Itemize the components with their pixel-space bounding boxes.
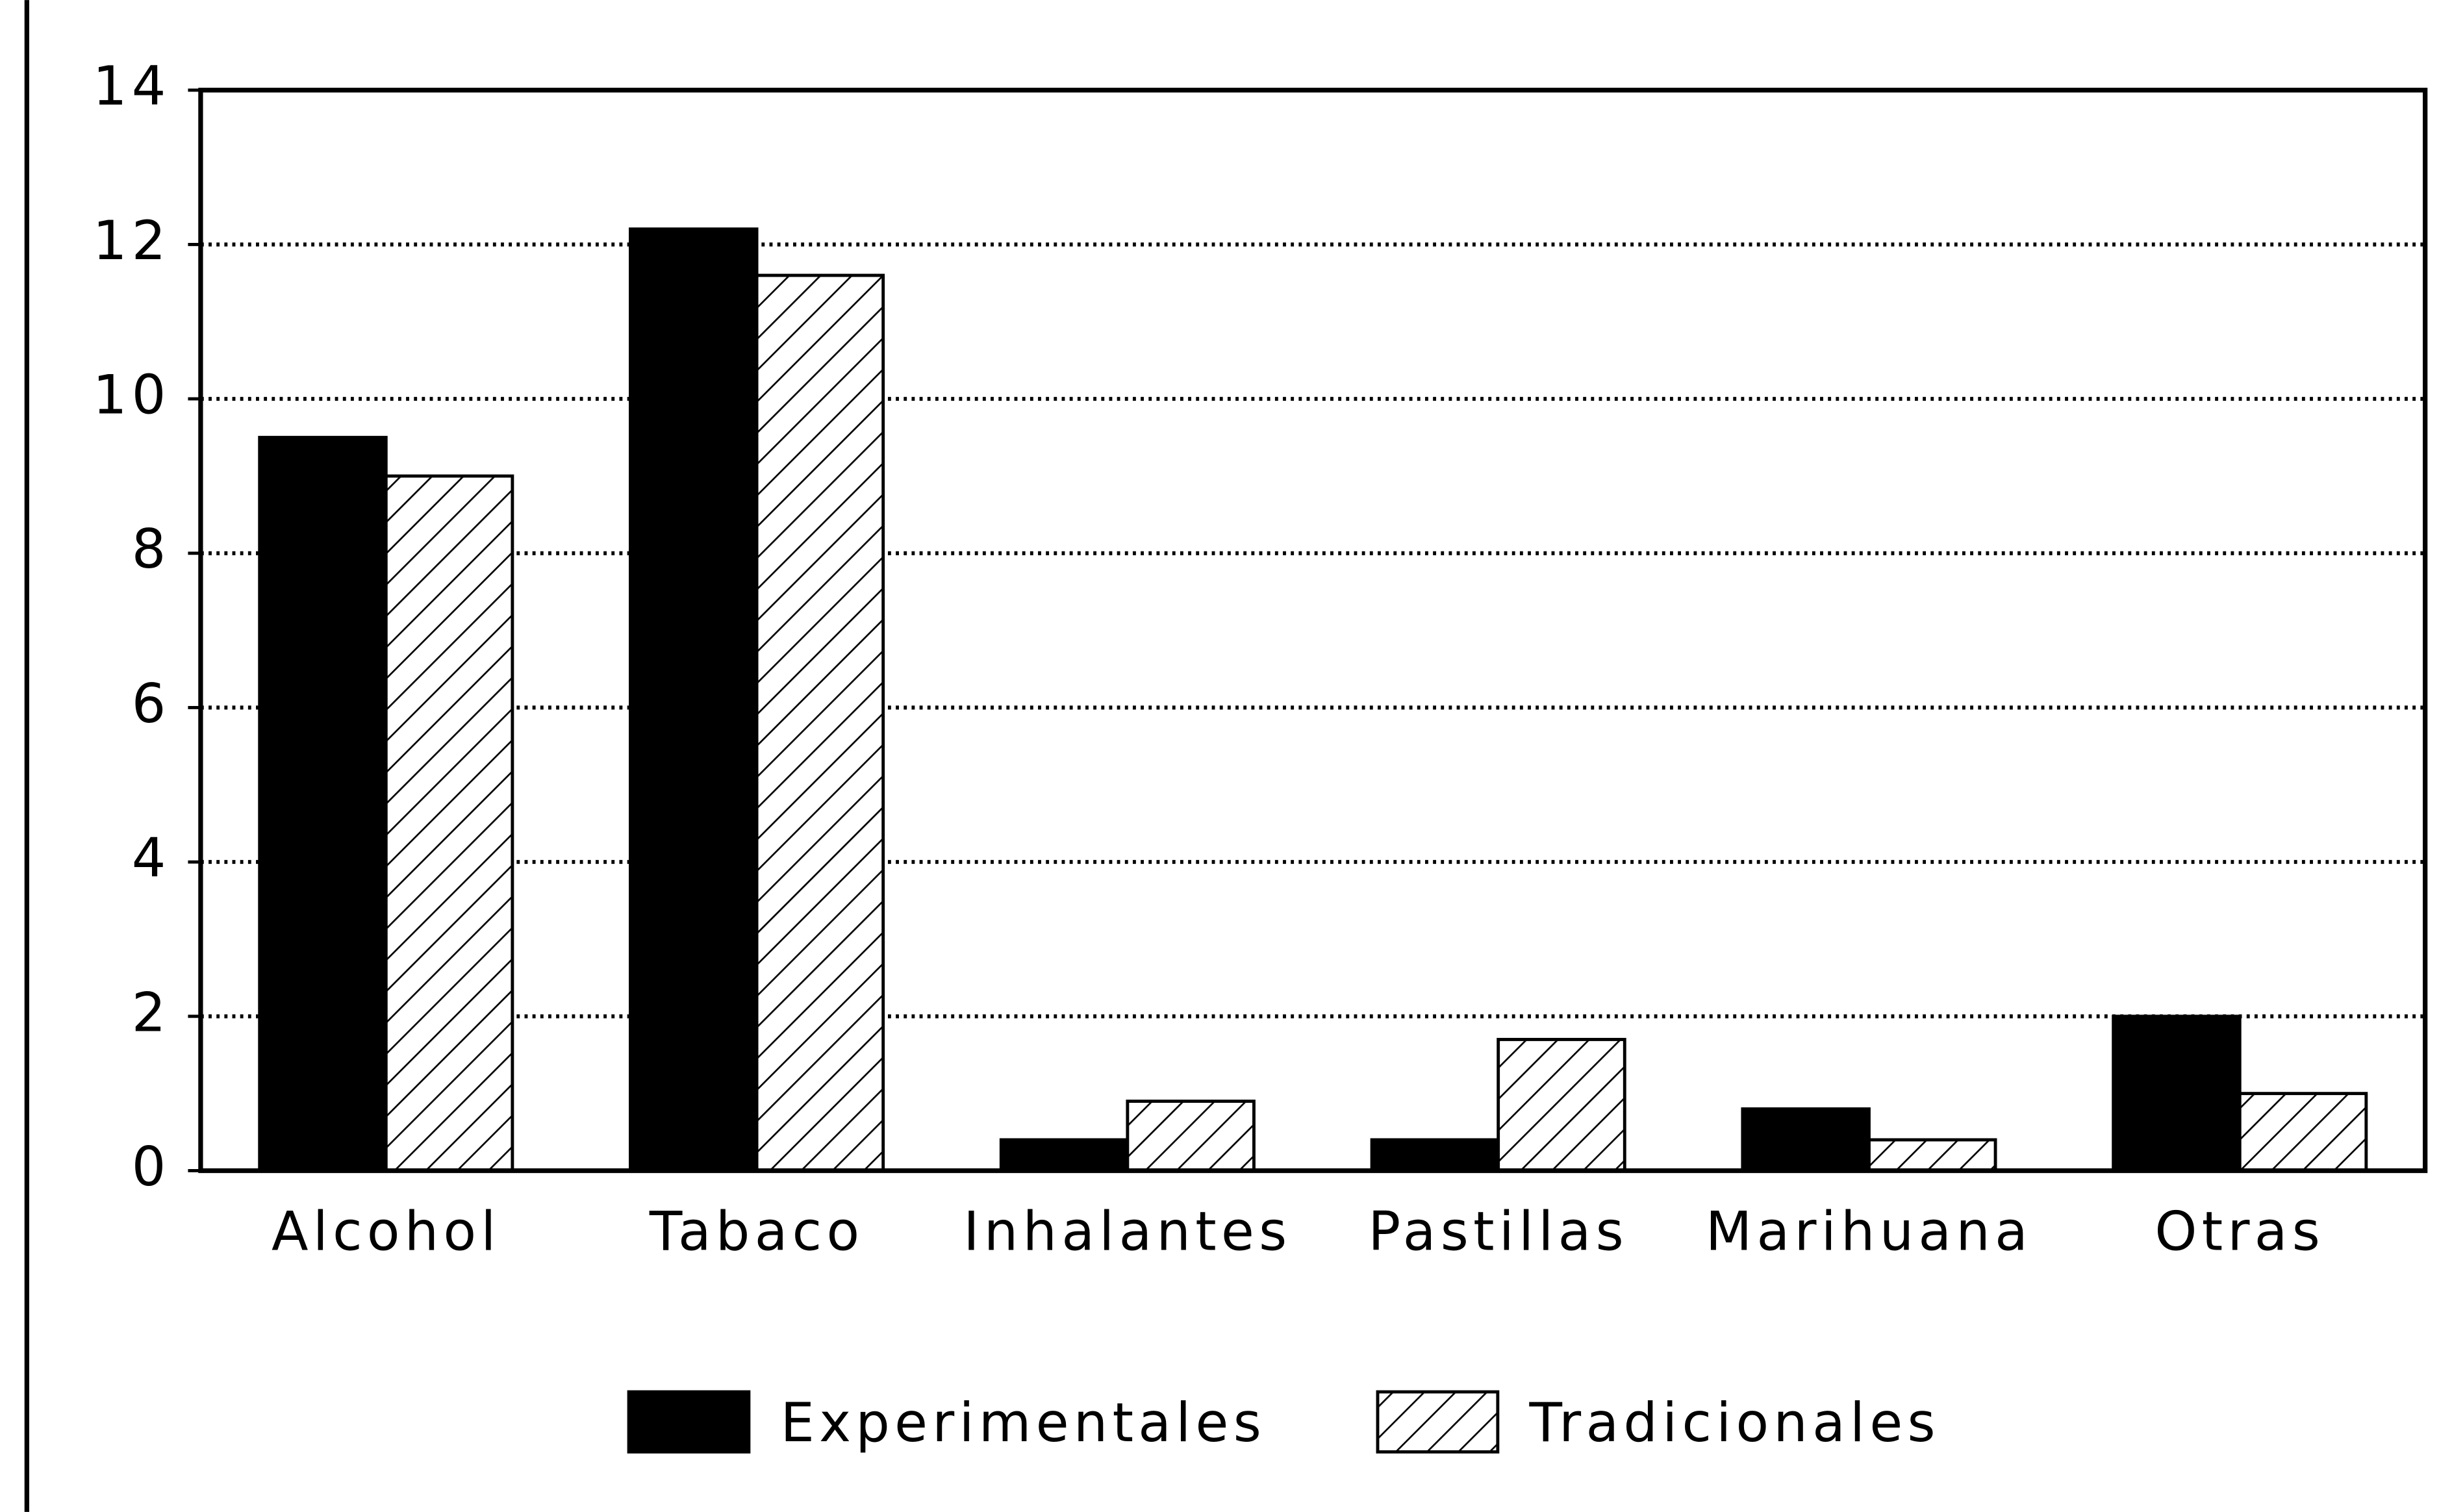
bar [755,273,885,1172]
y-tick-label: 10 [93,364,171,427]
bar [2112,1014,2242,1172]
legend-swatch [1376,1390,1500,1454]
y-tick-label: 4 [132,827,171,890]
bar [629,227,759,1172]
y-tick-label: 6 [132,672,171,735]
bar [1126,1100,1256,1172]
legend-label: Tradicionales [1529,1391,1940,1454]
y-tick-label: 12 [93,209,171,272]
y-tick-label: 2 [132,981,171,1044]
bar [1370,1138,1500,1172]
plot-frame [198,88,2428,1174]
bar [384,474,514,1172]
bar [2238,1092,2368,1172]
y-tick-label: 8 [132,518,171,581]
x-tick-label: Tabaco [649,1200,864,1263]
x-tick-label: Alcohol [272,1200,501,1263]
x-tick-label: Pastillas [1368,1200,1628,1263]
y-tick-label: 14 [93,55,171,118]
y-tick-label: 0 [132,1135,171,1198]
bar [258,436,388,1172]
legend-swatch [627,1390,751,1454]
bar [1741,1107,1871,1172]
bar [1867,1138,1997,1172]
bar [1497,1038,1626,1172]
bar [999,1138,1130,1172]
x-tick-label: Otras [2155,1200,2325,1263]
x-tick-label: Marihuana [1706,1200,2032,1263]
legend-label: Experimentales [781,1391,1267,1454]
x-tick-label: Inhalantes [963,1200,1291,1263]
